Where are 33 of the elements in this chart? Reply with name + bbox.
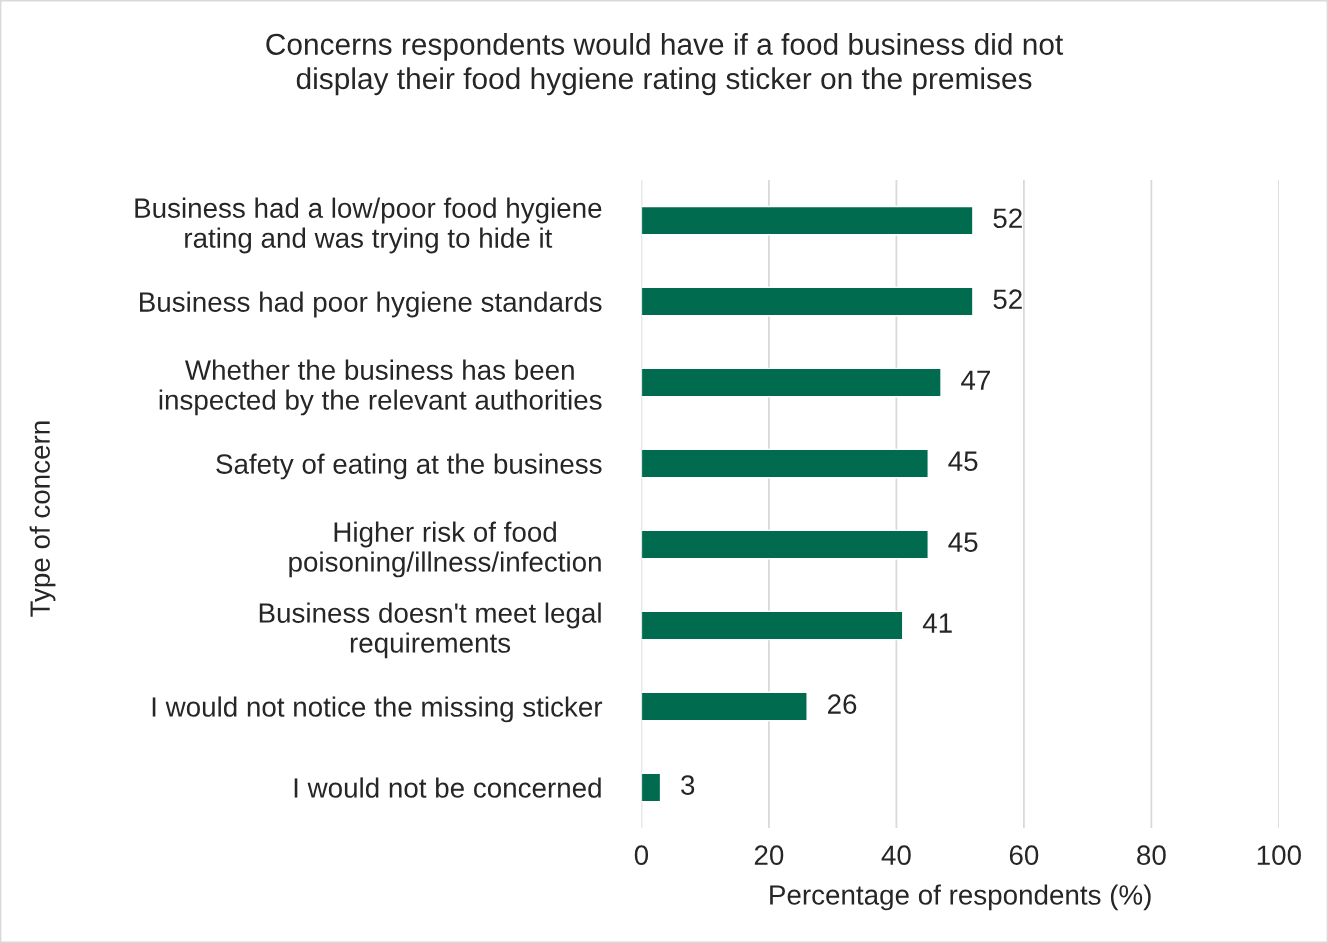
y-tick-label: Higher risk of food poisoning/illness/infection	[289, 521, 601, 578]
data-label: 41	[922, 613, 952, 633]
bar	[641, 205, 974, 236]
bar	[641, 448, 929, 479]
y-tick-label: Safety of eating at the business	[216, 453, 602, 480]
bar	[641, 772, 662, 803]
y-tick-label: I would not be concerned	[294, 777, 601, 798]
bar	[641, 286, 974, 317]
chart-title: Concerns respondents would have if a food business did not display their food hygiene rating sticker on the premises	[266, 33, 1064, 96]
x-tick-label: 0	[634, 845, 649, 866]
y-tick-label: Whether the business has been inspected by the relevant authorities	[159, 359, 602, 416]
bar	[641, 610, 904, 641]
data-label: 26	[828, 694, 857, 714]
x-axis-title: Percentage of respondents (%)	[770, 884, 1151, 911]
x-tick-label: 100	[1257, 845, 1301, 866]
x-tick-label: 60	[1009, 845, 1039, 866]
data-label: 45	[948, 451, 978, 471]
y-tick-label: I would not notice the missing sticker	[152, 696, 603, 723]
y-tick-label: Business had poor hygiene standards	[140, 291, 602, 318]
y-axis-title: Type of concern	[29, 421, 56, 617]
bar	[641, 529, 929, 560]
y-tick-label: Business doesn't meet legal requirements	[259, 602, 601, 659]
data-label: 47	[961, 370, 990, 390]
bar	[641, 691, 808, 722]
y-tick-label: Business had a low/poor food hygiene rating and was trying to hide it	[135, 197, 602, 254]
data-label: 52	[993, 289, 1022, 310]
data-label: 3	[681, 775, 695, 795]
data-label: 52	[993, 208, 1022, 229]
bar	[641, 367, 942, 398]
data-label: 45	[948, 532, 978, 552]
x-tick-label: 20	[754, 845, 784, 866]
x-tick-label: 40	[881, 845, 911, 866]
x-tick-label: 80	[1137, 845, 1166, 866]
